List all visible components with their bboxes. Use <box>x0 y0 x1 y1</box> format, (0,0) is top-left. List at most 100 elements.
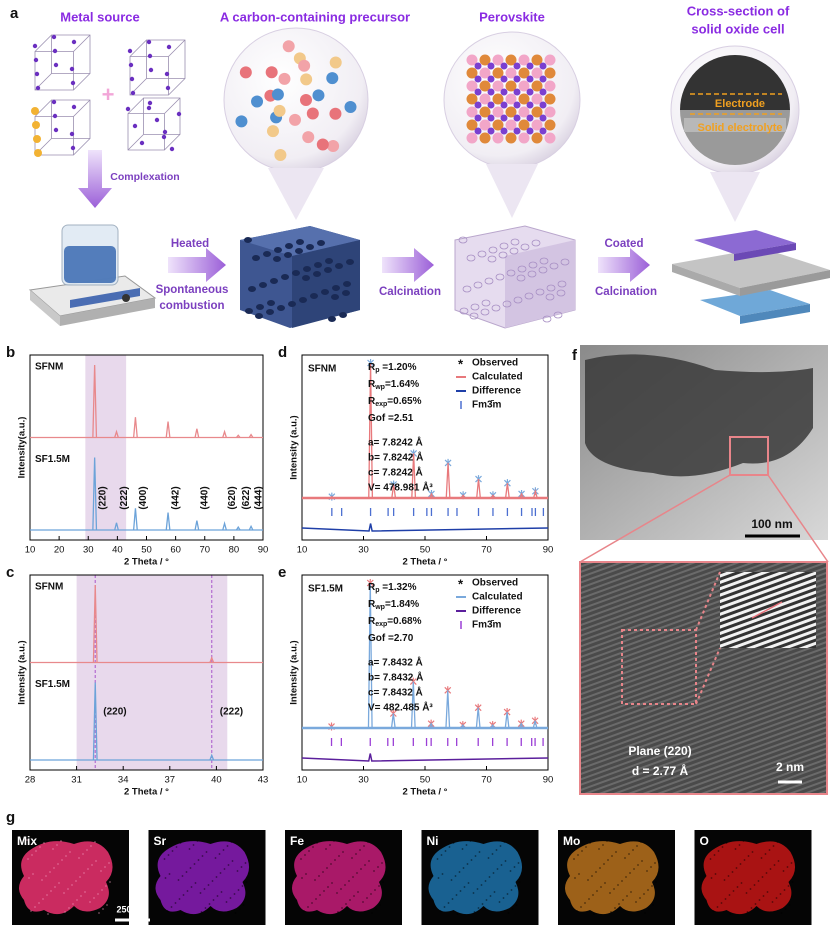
map-speckle <box>515 904 518 906</box>
pore <box>553 311 563 319</box>
map-speckle <box>504 860 507 862</box>
ball <box>273 104 286 117</box>
map-speckle <box>593 913 595 915</box>
map-speckle <box>226 845 229 847</box>
pore <box>542 315 552 323</box>
crystal-structures <box>31 34 186 157</box>
map-speckle <box>205 851 208 853</box>
map-speckle <box>773 864 776 866</box>
map-speckle <box>382 881 384 883</box>
ball <box>544 67 556 79</box>
ball <box>239 66 252 79</box>
peak-label: (622) <box>241 486 252 509</box>
map-speckle <box>493 891 496 893</box>
highlight-band <box>76 575 228 770</box>
map-speckle <box>511 908 514 910</box>
ball <box>526 88 534 96</box>
ball <box>531 93 543 105</box>
x-tick-label: 30 <box>83 545 94 556</box>
map-region <box>155 841 250 915</box>
ball <box>539 88 547 96</box>
atom <box>70 80 76 86</box>
arrow-label: Calcination <box>379 286 441 298</box>
map-speckle <box>435 839 438 841</box>
stat-value: =2.70 <box>385 633 414 644</box>
map-speckle <box>492 872 495 874</box>
x-tick-label: 70 <box>481 545 492 556</box>
map-speckle <box>712 910 715 912</box>
pore <box>491 304 501 312</box>
map-speckle <box>646 870 648 872</box>
map-speckle <box>654 862 656 864</box>
x-axis-label: 2 Theta / ° <box>403 787 448 798</box>
map-speckle <box>509 870 512 872</box>
panel-g: g Mix Sr Fe Ni Mo O 250 nm <box>6 809 812 925</box>
x-tick-label: 37 <box>165 775 176 786</box>
map-speckle <box>244 862 247 864</box>
fit-statistic: Rexp=0.68% <box>368 616 422 629</box>
peak-label: (220) <box>103 707 126 718</box>
plot-frame <box>301 354 549 541</box>
layer-label: Electrode <box>715 98 765 110</box>
ball <box>300 73 313 86</box>
ball <box>466 119 478 131</box>
ball <box>500 101 508 109</box>
plane-label: Plane (220) <box>628 744 691 758</box>
y-axis-label: Intensity (a.u.) <box>17 640 28 704</box>
map-speckle <box>609 892 611 894</box>
map-speckle <box>76 899 78 901</box>
map-speckle <box>622 899 624 901</box>
map-speckle <box>591 875 593 877</box>
x-tick-label: 70 <box>481 775 492 786</box>
pore <box>331 294 339 300</box>
peak <box>92 584 98 663</box>
map-speckle <box>514 885 517 887</box>
atom <box>51 34 57 40</box>
precursor-balls <box>235 40 357 162</box>
map-speckle <box>98 912 100 914</box>
map-speckle <box>488 876 491 878</box>
element-map <box>292 839 386 915</box>
x-tick-label: 43 <box>258 775 269 786</box>
map-speckle <box>58 882 60 884</box>
map-speckle <box>650 866 652 868</box>
map-speckle <box>167 854 170 856</box>
stat-value: =1.64% <box>385 379 419 390</box>
pore <box>339 312 347 318</box>
x-tick-label: 40 <box>112 545 123 556</box>
map-speckle <box>318 875 320 877</box>
x-tick-label: 40 <box>211 775 222 786</box>
ball <box>505 67 517 79</box>
map-speckle <box>655 881 657 883</box>
peak <box>329 725 334 729</box>
peak <box>165 421 171 438</box>
map-speckle <box>485 899 488 901</box>
map-speckle <box>775 897 778 899</box>
pore <box>473 281 483 289</box>
map-speckle <box>49 871 51 873</box>
map-speckle <box>768 849 771 851</box>
arrow-label: combustion <box>159 300 224 312</box>
pore <box>295 248 303 254</box>
map-speckle <box>242 904 245 906</box>
map-speckle <box>231 860 234 862</box>
cross-section-image: Electrode Solid electrolyte <box>680 55 790 165</box>
peak <box>475 707 481 729</box>
arrow <box>598 248 650 282</box>
map-speckle <box>451 898 454 900</box>
map-speckle <box>164 877 167 879</box>
pore <box>325 258 333 264</box>
map-speckle <box>633 868 635 870</box>
peak <box>367 582 373 729</box>
arrow-label: Heated <box>171 238 209 250</box>
map-speckle <box>496 868 499 870</box>
ball <box>518 119 530 131</box>
map-speckle <box>79 876 81 878</box>
atom <box>176 111 182 117</box>
map-speckle <box>52 848 54 850</box>
map-speckle <box>227 864 230 866</box>
map-speckle <box>731 871 734 873</box>
map-speckle <box>636 845 638 847</box>
map-region <box>428 841 523 915</box>
map-speckle <box>709 858 712 860</box>
